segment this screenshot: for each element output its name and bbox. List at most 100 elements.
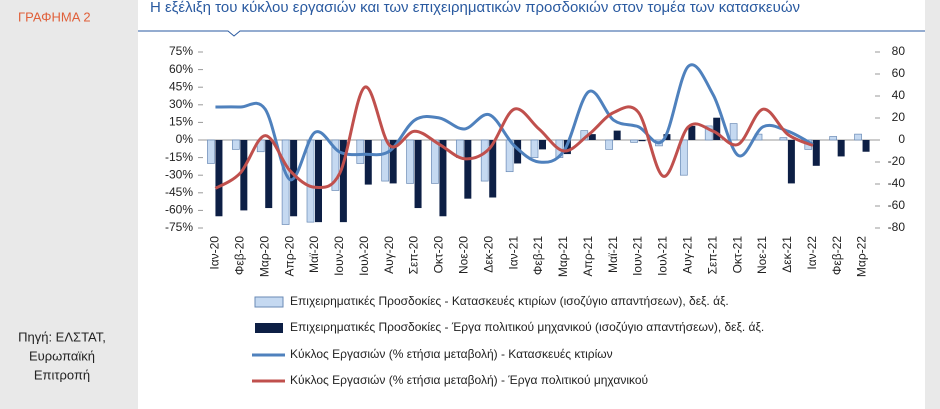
bar bbox=[688, 125, 696, 140]
bar bbox=[231, 139, 240, 150]
bar bbox=[331, 139, 340, 191]
bar bbox=[315, 140, 322, 223]
x-tick-label: Αυγ-20 bbox=[382, 236, 396, 274]
bar bbox=[414, 140, 422, 209]
y-tick-label: 0% bbox=[176, 132, 194, 146]
x-tick-label: Απρ-21 bbox=[581, 236, 595, 277]
x-tick-label: Απρ-20 bbox=[282, 236, 296, 277]
source: Πηγή: ΕΛΣΤΑΤ, bbox=[18, 329, 106, 344]
bar bbox=[854, 133, 862, 141]
bar bbox=[265, 140, 273, 209]
y-tick-label: 45% bbox=[169, 79, 193, 93]
source: Ευρωπαϊκή bbox=[29, 348, 95, 363]
y-tick-label: -45% bbox=[165, 185, 193, 199]
bar bbox=[406, 139, 414, 184]
y2-tick-label: -40 bbox=[888, 176, 906, 190]
bar bbox=[829, 136, 838, 141]
bar bbox=[489, 140, 497, 198]
x-tick-label: Ιουν-21 bbox=[631, 236, 645, 276]
x-tick-label: Νοε-20 bbox=[457, 236, 471, 274]
x-tick-label: Φεβ-20 bbox=[233, 236, 247, 275]
bar bbox=[779, 137, 788, 141]
legend-label: Επιχειρηματικές Προσδοκίες - Κατασκευές … bbox=[290, 294, 729, 308]
bar bbox=[613, 130, 621, 140]
y2-tick-label: 60 bbox=[892, 66, 906, 80]
x-tick-label: Ιουλ-21 bbox=[656, 236, 670, 276]
bar bbox=[339, 140, 347, 223]
x-tick-label: Οκτ-20 bbox=[432, 236, 446, 274]
line bbox=[214, 85, 814, 190]
bar bbox=[381, 139, 390, 182]
bar bbox=[679, 139, 688, 176]
legend-label: Επιχειρηματικές Προσδοκίες - Έργα πολιτι… bbox=[290, 320, 764, 334]
x-tick-label: Φεβ-21 bbox=[531, 236, 545, 275]
bar bbox=[356, 139, 365, 164]
bar bbox=[837, 140, 845, 157]
bar bbox=[539, 140, 546, 150]
y2-tick-label: 20 bbox=[892, 110, 906, 124]
bar bbox=[480, 139, 489, 182]
y-tick-label: -15% bbox=[165, 150, 193, 164]
source: Επιτροπή bbox=[34, 367, 90, 382]
title-rule bbox=[138, 30, 925, 37]
y-tick-label: 75% bbox=[169, 44, 193, 58]
bar bbox=[240, 140, 248, 211]
y2-tick-label: 80 bbox=[892, 44, 906, 58]
x-tick-label: Αυγ-21 bbox=[681, 236, 695, 274]
x-tick-label: Μαρ-20 bbox=[257, 236, 271, 277]
x-tick-label: Ιαν-22 bbox=[805, 236, 819, 270]
bar bbox=[439, 140, 447, 217]
y2-tick-label: -20 bbox=[888, 154, 906, 168]
x-tick-label: Μαρ-22 bbox=[855, 236, 869, 277]
bar bbox=[514, 140, 522, 164]
y-tick-label: -75% bbox=[165, 220, 193, 234]
bar bbox=[207, 139, 215, 164]
legend-swatch bbox=[255, 323, 283, 333]
line bbox=[215, 63, 814, 182]
figure-label: ΓΡΑΦΗΜΑ 2 bbox=[18, 9, 91, 24]
bar bbox=[464, 140, 472, 199]
y-tick-label: -30% bbox=[165, 167, 193, 181]
x-tick-label: Οκτ-21 bbox=[730, 236, 744, 274]
bar bbox=[605, 139, 614, 150]
x-tick-label: Ιουν-20 bbox=[332, 236, 346, 276]
x-tick-label: Σεπ-20 bbox=[407, 236, 421, 275]
bar bbox=[787, 140, 795, 184]
bar bbox=[638, 140, 646, 142]
y2-tick-label: 40 bbox=[892, 88, 906, 102]
x-tick-label: Μαϊ-20 bbox=[307, 236, 321, 273]
bar bbox=[713, 117, 721, 140]
y-tick-label: 60% bbox=[169, 62, 193, 76]
y-tick-label: 30% bbox=[169, 97, 193, 111]
legend-label: Κύκλος Εργασιών (% ετήσια μεταβολή) - Έρ… bbox=[290, 373, 648, 387]
y2-tick-label: 0 bbox=[898, 132, 905, 146]
x-tick-label: Ιαν-21 bbox=[506, 236, 520, 270]
legend-swatch bbox=[254, 296, 284, 308]
bar bbox=[389, 140, 397, 184]
bar bbox=[588, 134, 596, 140]
y-tick-label: -60% bbox=[165, 203, 193, 217]
bar bbox=[306, 139, 315, 223]
bar bbox=[630, 139, 638, 143]
x-tick-label: Ιουλ-20 bbox=[357, 236, 371, 276]
y-tick-label: 15% bbox=[169, 115, 193, 129]
x-tick-label: Νοε-21 bbox=[755, 236, 769, 274]
legend-label: Κύκλος Εργασιών (% ετήσια μεταβολή) - Κα… bbox=[290, 347, 613, 361]
bar bbox=[281, 139, 290, 225]
bar bbox=[704, 125, 713, 141]
y2-tick-label: -60 bbox=[888, 198, 906, 212]
x-tick-label: Φεβ-22 bbox=[830, 236, 844, 275]
chart-title: Η εξέλιξη του κύκλου εργασιών και των επ… bbox=[150, 0, 800, 16]
x-tick-label: Σεπ-21 bbox=[705, 236, 719, 275]
x-tick-label: Ιαν-20 bbox=[208, 236, 222, 270]
bar bbox=[431, 139, 439, 184]
x-tick-label: Μαρ-21 bbox=[556, 236, 570, 277]
x-tick-label: Δεκ-20 bbox=[481, 236, 495, 273]
x-tick-label: Μαϊ-21 bbox=[606, 236, 620, 273]
bar bbox=[364, 140, 372, 185]
bar bbox=[663, 134, 671, 140]
bar bbox=[530, 139, 539, 158]
bar bbox=[862, 140, 870, 152]
bar bbox=[729, 123, 738, 141]
